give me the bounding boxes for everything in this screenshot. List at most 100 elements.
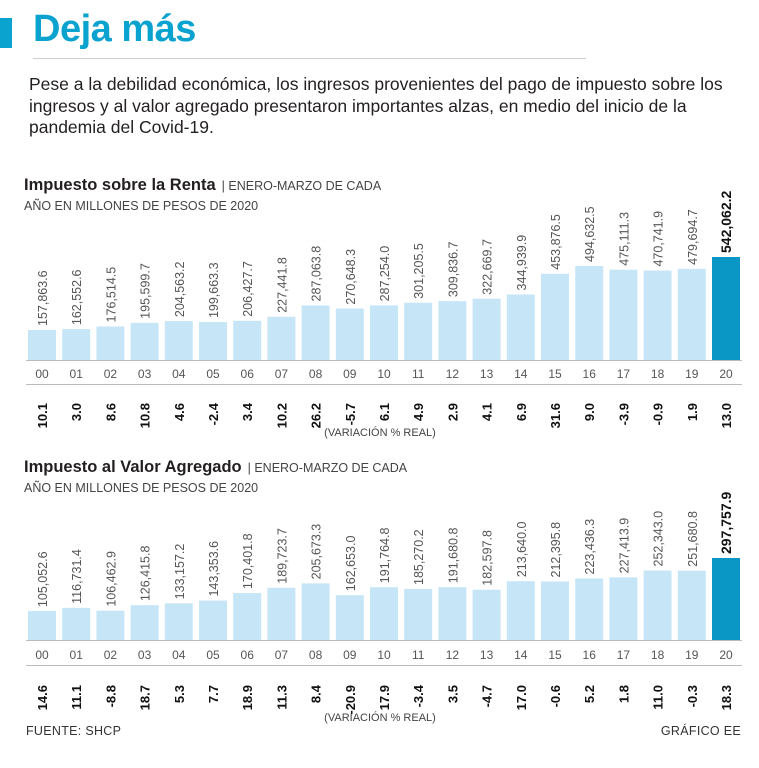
chart1-bar bbox=[575, 266, 604, 360]
source-note: FUENTE: SHCP bbox=[26, 724, 122, 738]
chart1-value-label: 542,062.2 bbox=[718, 191, 734, 253]
chart2-category-label: 07 bbox=[275, 648, 289, 662]
chart2-category-label: 10 bbox=[377, 648, 391, 662]
chart2-value-label: 189,723.7 bbox=[275, 528, 289, 584]
chart2-category-label: 19 bbox=[685, 648, 699, 662]
chart1-bar bbox=[609, 269, 638, 360]
chart1-bar bbox=[164, 321, 193, 360]
chart1-value-label: 157,863.6 bbox=[36, 270, 50, 326]
chart2-value-label: 133,157.2 bbox=[173, 544, 187, 600]
chart1-bar bbox=[199, 322, 227, 360]
chart2-value-label: 191,680.8 bbox=[446, 528, 460, 584]
chart2-category-label: 20 bbox=[719, 648, 733, 662]
chart2-value-label: 162,653.0 bbox=[344, 536, 358, 592]
chart1-bar bbox=[472, 298, 501, 360]
chart2-category-label: 11 bbox=[412, 648, 425, 662]
chart2-variation-label: 18.3 bbox=[719, 685, 734, 710]
chart2-category-label: 13 bbox=[480, 648, 494, 662]
chart2-bar bbox=[335, 595, 364, 640]
chart2-category-label: 09 bbox=[343, 648, 357, 662]
chart1-title-note: | ENERO-MARZO DE CADA bbox=[222, 179, 382, 193]
chart2-variation-label: 1.8 bbox=[616, 685, 631, 703]
chart1-category-label: 13 bbox=[480, 367, 494, 381]
chart1-variation-label: -5.7 bbox=[343, 403, 358, 425]
chart1-bar bbox=[62, 329, 91, 360]
chart2-value-label: 126,415.8 bbox=[139, 546, 153, 602]
chart1-variation-label: 8.6 bbox=[103, 403, 118, 421]
chart2-value-label: 251,680.8 bbox=[686, 511, 700, 567]
chart1-bar bbox=[130, 322, 159, 360]
chart2-variation-label: 17.0 bbox=[514, 685, 529, 710]
chart2-bar bbox=[233, 593, 262, 640]
chart2-category-label: 12 bbox=[446, 648, 460, 662]
chart2-category-label: 06 bbox=[241, 648, 255, 662]
chart1-variation-label: 9.0 bbox=[582, 403, 597, 421]
chart1-variation-label: 2.9 bbox=[445, 403, 460, 421]
chart1-variation-label: 3.4 bbox=[240, 402, 255, 421]
chart2-category-label: 04 bbox=[172, 648, 186, 662]
chart2-value-label: 105,052.6 bbox=[36, 551, 50, 607]
chart2-variation-label: 11.3 bbox=[274, 685, 289, 710]
chart2-title-note: | ENERO-MARZO DE CADA bbox=[248, 461, 408, 475]
chart1-variation-label: 4.1 bbox=[480, 403, 495, 421]
chart2-value-label: 297,757.9 bbox=[718, 492, 734, 554]
chart2-value-label: 227,413.9 bbox=[617, 518, 631, 574]
chart1-variation-caption: (VARIACIÓN % REAL) bbox=[324, 426, 436, 439]
chart2-bar bbox=[712, 558, 740, 640]
chart2-value-label: 212,395.8 bbox=[549, 522, 563, 578]
chart1-variation-label: 31.6 bbox=[548, 403, 563, 428]
chart2-variation-label: -8.8 bbox=[103, 685, 118, 707]
chart2-variation-label: 5.3 bbox=[172, 685, 187, 703]
chart1-category-label: 08 bbox=[309, 367, 323, 381]
chart2-bar bbox=[506, 581, 535, 640]
chart2-bar bbox=[541, 581, 569, 640]
chart2-bar bbox=[267, 587, 296, 640]
chart1-category-label: 00 bbox=[35, 367, 49, 381]
chart2-category-label: 01 bbox=[70, 648, 84, 662]
chart2-variation-label: 11.0 bbox=[651, 685, 666, 710]
chart1-category-label: 15 bbox=[548, 367, 562, 381]
chart1-category-label: 16 bbox=[583, 367, 597, 381]
chart1-bar bbox=[370, 305, 398, 360]
chart1-bar bbox=[643, 270, 672, 360]
chart2-value-label: 170,401.8 bbox=[241, 533, 255, 589]
chart1-value-label: 176,514.5 bbox=[104, 267, 118, 323]
chart1-category-label: 03 bbox=[138, 367, 152, 381]
chart1-category-label: 19 bbox=[685, 367, 699, 381]
chart1-variation-label: -3.9 bbox=[616, 403, 631, 425]
chart2-value-label: 106,462.9 bbox=[104, 551, 118, 607]
chart2-bar bbox=[609, 577, 638, 640]
chart1-category-label: 02 bbox=[104, 367, 118, 381]
chart2-category-label: 17 bbox=[617, 648, 631, 662]
chart2-category-label: 08 bbox=[309, 648, 323, 662]
chart1-value-label: 204,563.2 bbox=[173, 261, 187, 317]
chart2-bar bbox=[130, 605, 159, 640]
chart2-subtitle: AÑO EN MILLONES DE PESOS DE 2020 bbox=[24, 481, 258, 495]
chart2-variation-label: 8.4 bbox=[309, 684, 324, 703]
chart1-variation-label: 3.0 bbox=[69, 403, 84, 421]
chart1-bar bbox=[233, 320, 262, 360]
chart2-variation-label: 18.7 bbox=[138, 685, 153, 710]
chart2-variation-label: -3.4 bbox=[411, 684, 426, 707]
chart2-category-label: 03 bbox=[138, 648, 152, 662]
chart1-bar bbox=[96, 326, 125, 360]
chart1-value-label: 479,694.7 bbox=[686, 209, 700, 265]
chart2-variation-label: 11.1 bbox=[69, 685, 84, 710]
chart1-value-label: 199,663.3 bbox=[207, 262, 221, 318]
chart1-value-label: 475,111.3 bbox=[617, 212, 631, 266]
chart2-variation-label: 14.6 bbox=[35, 685, 50, 710]
chart1-category-label: 06 bbox=[241, 367, 255, 381]
chart2-bar bbox=[164, 603, 193, 640]
chart2-value-label: 205,673.3 bbox=[310, 524, 324, 580]
chart1-value-label: 270,648.3 bbox=[344, 249, 358, 305]
chart1-title: Impuesto sobre la Renta bbox=[24, 176, 216, 194]
chart1-value-label: 344,939.9 bbox=[515, 235, 529, 291]
chart1-variation-label: 4.6 bbox=[172, 403, 187, 421]
chart1-variation-label: 26.2 bbox=[309, 403, 324, 428]
chart2-variation-label: -20.9 bbox=[343, 685, 358, 715]
chart1-value-label: 322,669.7 bbox=[481, 239, 495, 295]
chart1-bar bbox=[541, 273, 569, 360]
chart1-value-label: 453,876.5 bbox=[549, 214, 563, 270]
chart2-value-label: 252,343.0 bbox=[652, 511, 666, 567]
